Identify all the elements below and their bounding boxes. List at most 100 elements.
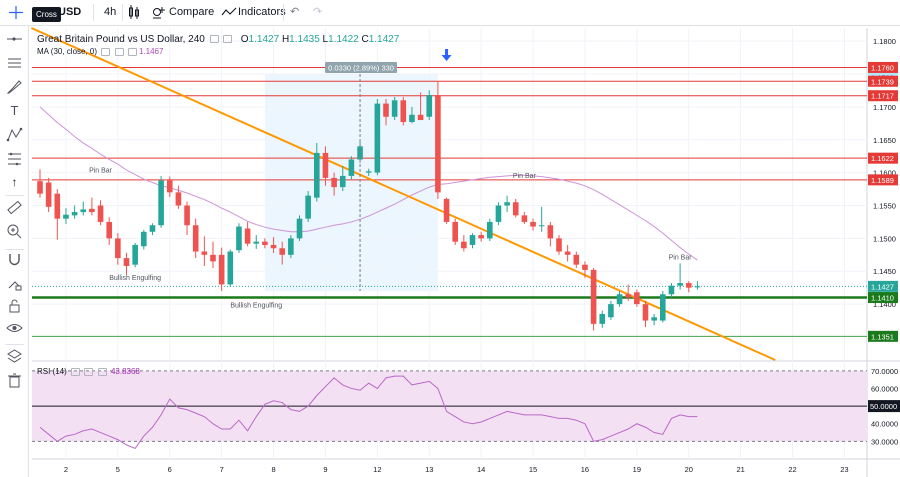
- candle-body: [210, 254, 216, 262]
- crosshair-icon[interactable]: [8, 0, 24, 25]
- arrow-down-icon: [441, 49, 452, 61]
- pattern-icon[interactable]: [5, 125, 24, 144]
- resistance-badge: 1.1739: [871, 77, 894, 86]
- support-badge: 1.1351: [871, 332, 894, 341]
- resistance-badge: 1.1717: [871, 92, 894, 101]
- candle-body: [314, 152, 320, 198]
- candle-body: [668, 285, 675, 295]
- candle-body: [530, 221, 536, 227]
- legend-symbol-title[interactable]: Great Britain Pound vs US Dollar, 240: [37, 34, 205, 45]
- rsi-legend[interactable]: RSI (14) 43.8368: [37, 367, 140, 376]
- price-tick-label: 1.1400: [873, 300, 896, 309]
- date-tick-label: 22: [788, 465, 796, 474]
- candle-body: [487, 221, 493, 239]
- candle-body: [582, 264, 588, 270]
- candle-body: [201, 251, 208, 255]
- date-tick-label: 19: [633, 465, 641, 474]
- pattern-annotation: Bullish Engulfing: [230, 302, 282, 309]
- pattern-annotation: Pin Bar: [669, 254, 693, 261]
- date-tick-label: 7: [220, 465, 224, 474]
- ruler-icon[interactable]: [5, 198, 24, 217]
- arrow-up-icon[interactable]: ↑: [11, 175, 18, 189]
- indicators-icon[interactable]: [221, 0, 237, 25]
- candle-body: [89, 208, 95, 213]
- zoom-in-icon[interactable]: [5, 222, 24, 241]
- brush-icon[interactable]: [5, 77, 24, 96]
- drawing-toolbar: T ↑: [0, 26, 29, 477]
- date-tick-label: 8: [271, 465, 275, 474]
- magnet-icon[interactable]: [5, 250, 24, 269]
- compare-icon[interactable]: [150, 0, 166, 25]
- redo-icon[interactable]: ↷: [313, 6, 323, 18]
- top-toolbar: Cross USD 4h Compare Indicators ↶ ↷: [0, 0, 900, 26]
- date-tick-label: 20: [685, 465, 693, 474]
- layers-icon[interactable]: [5, 347, 24, 366]
- candle-body: [45, 182, 52, 207]
- support-badge-bg: [868, 292, 898, 304]
- main-pane: [32, 28, 866, 360]
- trend-line: [30, 27, 776, 361]
- divider: [283, 4, 284, 21]
- candle-body: [288, 238, 294, 255]
- candle-body: [71, 212, 78, 216]
- eye-icon[interactable]: [5, 318, 24, 337]
- candle-body: [461, 241, 467, 249]
- ma-more-icon[interactable]: [127, 47, 137, 56]
- price-tick-label: 1.1800: [873, 37, 896, 46]
- rsi-value: 43.8368: [110, 367, 140, 376]
- date-tick-label: 21: [736, 465, 744, 474]
- ma-visibility-icon[interactable]: [101, 47, 111, 56]
- trash-icon[interactable]: [5, 371, 24, 390]
- candle-body: [97, 205, 104, 222]
- candle-body: [123, 258, 130, 266]
- undo-icon[interactable]: ↶: [290, 6, 300, 18]
- candle-body: [625, 294, 631, 298]
- trend-line-icon[interactable]: [5, 29, 24, 48]
- interval-button[interactable]: 4h: [104, 6, 117, 18]
- candle-body: [564, 251, 571, 255]
- horizontal-lines-icon[interactable]: [5, 53, 24, 72]
- rsi-line: [39, 375, 698, 450]
- symbol-name[interactable]: USD: [58, 6, 82, 18]
- candle-body: [279, 248, 285, 255]
- indicators-button[interactable]: Indicators: [238, 6, 286, 18]
- resistance-badge: 1.1760: [871, 63, 894, 72]
- lock-icon[interactable]: [5, 296, 24, 315]
- date-tick-label: 13: [425, 465, 433, 474]
- rsi-visibility-icon[interactable]: [71, 367, 81, 376]
- candle-body: [296, 218, 303, 239]
- candle-body: [426, 95, 433, 117]
- legend-settings-icon[interactable]: [223, 35, 233, 44]
- open-value: 1.1427: [248, 34, 280, 45]
- low-label: L: [322, 34, 329, 45]
- candle-type-icon[interactable]: [128, 0, 140, 25]
- candle-body: [331, 177, 337, 188]
- rsi-more-icon[interactable]: [97, 367, 107, 376]
- support-badge-bg: [868, 330, 898, 342]
- ma-settings-icon[interactable]: [114, 47, 124, 56]
- candle-body: [357, 146, 363, 160]
- legend-visibility-icon[interactable]: [209, 35, 219, 44]
- candle-body: [54, 193, 61, 219]
- date-tick-label: 12: [373, 465, 381, 474]
- price-tick-label: 1.1550: [873, 202, 896, 211]
- resistance-badge-bg: [868, 152, 898, 164]
- date-tick-label: 2: [64, 465, 68, 474]
- text-tool-icon[interactable]: T: [10, 103, 19, 118]
- measure-range-box: [264, 74, 438, 291]
- rsi-tick-label: 40.0000: [871, 420, 898, 429]
- candle-body: [391, 100, 398, 117]
- prediction-icon[interactable]: [5, 149, 24, 168]
- price-tick-label: 1.1650: [873, 136, 896, 145]
- compare-button[interactable]: Compare: [169, 6, 215, 18]
- date-tick-label: 5: [116, 465, 120, 474]
- ma-legend[interactable]: MA (30, close, 0) 1.1467: [37, 47, 163, 56]
- candle-body: [590, 269, 597, 324]
- candle-body: [694, 286, 701, 288]
- lock-drawings-icon[interactable]: [5, 274, 24, 293]
- rsi-settings-icon[interactable]: [84, 367, 94, 376]
- resistance-badge-bg: [868, 174, 898, 186]
- resistance-badge: 1.1622: [871, 154, 894, 163]
- candle-body: [417, 114, 424, 121]
